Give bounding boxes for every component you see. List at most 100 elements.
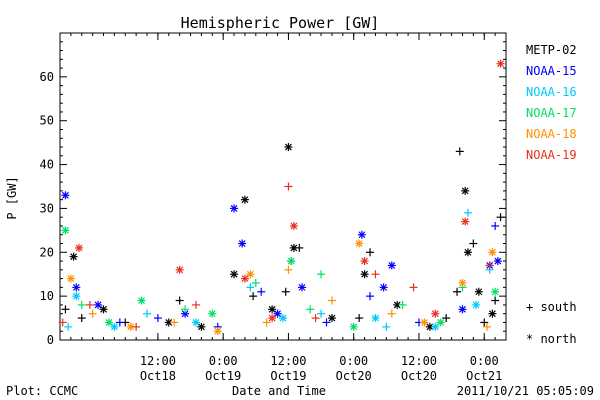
- y-tick-label: 60: [40, 70, 54, 84]
- data-point: [143, 309, 152, 318]
- x-tick-date-label: Oct20: [336, 369, 372, 383]
- marker-stroke: [62, 191, 69, 199]
- data-point: [463, 248, 472, 257]
- data-point: [349, 322, 358, 331]
- data-point: [115, 318, 124, 327]
- marker-stroke: [176, 266, 184, 274]
- data-point: [322, 318, 331, 327]
- data-point: [458, 305, 467, 314]
- marker-stroke: [285, 143, 292, 151]
- marker-stroke: [494, 257, 502, 265]
- data-point: [472, 300, 481, 309]
- marker-stroke: [100, 305, 107, 313]
- x-tick-date-label: Oct20: [401, 369, 437, 383]
- legend-entry: NOAA-15: [526, 64, 577, 78]
- y-tick-label: 40: [40, 158, 54, 172]
- marker-stroke: [138, 297, 146, 304]
- data-point: [61, 191, 70, 200]
- x-tick-date-label: Oct19: [205, 369, 241, 383]
- data-point: [453, 287, 462, 296]
- y-tick-label: 0: [47, 333, 54, 347]
- marker-stroke: [459, 279, 466, 287]
- marker-stroke: [70, 253, 78, 261]
- x-tick-date-label: Oct19: [270, 369, 306, 383]
- data-point: [317, 270, 326, 279]
- marker-stroke: [165, 319, 173, 326]
- marker-stroke: [459, 305, 466, 313]
- data-point: [268, 305, 277, 314]
- marker-stroke: [246, 270, 254, 278]
- legend-entry: NOAA-18: [526, 127, 577, 141]
- data-point: [317, 309, 326, 318]
- marker-stroke: [431, 323, 439, 331]
- data-point: [482, 322, 491, 331]
- marker-stroke: [420, 319, 428, 326]
- data-point: [431, 309, 440, 318]
- data-point: [257, 287, 266, 296]
- legend-entry: NOAA-17: [526, 106, 577, 120]
- data-point: [442, 314, 451, 323]
- data-point: [85, 300, 94, 309]
- marker-stroke: [241, 196, 249, 204]
- x-tick-date-label: Oct21: [466, 369, 502, 383]
- x-tick-time-label: 12:00: [270, 354, 306, 368]
- y-tick-label: 50: [40, 114, 54, 128]
- marker-stroke: [372, 314, 379, 322]
- data-point: [496, 213, 505, 222]
- x-tick-time-label: 0:00: [339, 354, 368, 368]
- marker-stroke: [274, 310, 281, 318]
- data-point: [64, 322, 73, 331]
- marker-stroke: [72, 292, 80, 300]
- legend-entry: NOAA-16: [526, 85, 577, 99]
- data-point: [431, 322, 440, 331]
- x-axis-label: Date and Time: [232, 384, 326, 398]
- y-tick-label: 10: [40, 289, 54, 303]
- data-point: [94, 300, 103, 309]
- data-point: [387, 261, 396, 270]
- data-point: [455, 147, 464, 156]
- data-point: [281, 287, 290, 296]
- data-point: [461, 186, 470, 195]
- marker-stroke: [328, 314, 336, 322]
- data-point: [485, 261, 494, 270]
- y-tick-label: 30: [40, 201, 54, 215]
- x-tick-time-label: 12:00: [401, 354, 437, 368]
- marker-stroke: [472, 301, 480, 309]
- data-point: [398, 300, 407, 309]
- data-point: [366, 292, 375, 301]
- marker-stroke: [279, 314, 287, 322]
- footer-timestamp: 2011/10/21 05:05:09: [457, 384, 594, 398]
- x-tick-date-label: Oct18: [140, 369, 176, 383]
- data-point: [99, 305, 108, 314]
- marker-stroke: [461, 187, 469, 195]
- marker-stroke: [431, 310, 439, 318]
- marker-stroke: [298, 283, 306, 291]
- data-point: [262, 318, 271, 327]
- marker-stroke: [437, 319, 445, 326]
- x-tick-time-label: 0:00: [470, 354, 499, 368]
- data-point: [409, 283, 418, 292]
- data-point: [268, 314, 277, 323]
- data-point: [170, 318, 179, 327]
- data-point: [491, 287, 500, 296]
- data-point: [371, 270, 380, 279]
- data-point: [355, 314, 364, 323]
- data-point: [249, 292, 258, 301]
- marker-stroke: [110, 323, 118, 331]
- marker-stroke: [197, 323, 205, 331]
- data-point: [463, 208, 472, 217]
- marker-stroke: [361, 257, 369, 265]
- data-point: [191, 318, 200, 327]
- data-point: [306, 305, 315, 314]
- data-point: [366, 248, 375, 257]
- data-point: [327, 296, 336, 305]
- marker-stroke: [380, 283, 388, 291]
- data-point: [357, 230, 366, 239]
- marker-stroke: [358, 231, 366, 239]
- data-point: [355, 239, 364, 248]
- data-point: [469, 239, 478, 248]
- data-point: [75, 243, 84, 252]
- data-point: [420, 318, 429, 327]
- marker-stroke: [491, 288, 499, 296]
- marker-stroke: [230, 270, 238, 278]
